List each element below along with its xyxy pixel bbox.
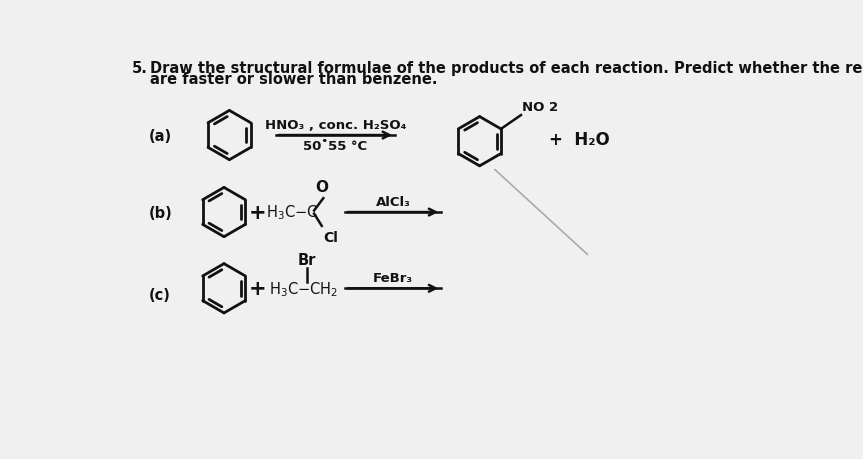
Text: $\mathrm{H_3C{-}C}$: $\mathrm{H_3C{-}C}$ [266, 203, 318, 222]
Text: FeBr₃: FeBr₃ [373, 272, 413, 285]
Text: $\mathrm{H_3C{-}CH_2}$: $\mathrm{H_3C{-}CH_2}$ [269, 280, 339, 298]
Text: +: + [249, 279, 267, 299]
Text: (a): (a) [148, 128, 172, 143]
Text: Cl: Cl [324, 230, 338, 244]
Text: (b): (b) [148, 205, 173, 220]
Text: HNO₃ , conc. H₂SO₄: HNO₃ , conc. H₂SO₄ [264, 119, 406, 132]
Text: are faster or slower than benzene.: are faster or slower than benzene. [150, 72, 438, 87]
Text: 5.: 5. [131, 61, 148, 76]
Text: Draw the structural formulae of the products of each reaction. Predict whether t: Draw the structural formulae of the prod… [150, 61, 863, 76]
Text: Br: Br [298, 252, 317, 267]
Text: +  H₂O: + H₂O [549, 131, 609, 149]
Text: +: + [249, 202, 267, 223]
Text: (c): (c) [148, 287, 170, 302]
Text: NO 2: NO 2 [522, 101, 557, 114]
Text: O: O [315, 180, 328, 195]
Text: 50˚55 °C: 50˚55 °C [303, 140, 368, 152]
Text: AlCl₃: AlCl₃ [375, 196, 411, 209]
